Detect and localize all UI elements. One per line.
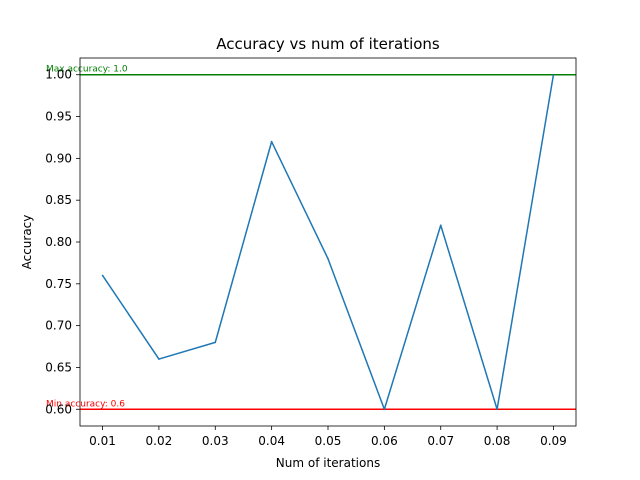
plot-area: Max accuracy: 1.0 Min accuracy: 0.6 0.01 0.… <box>45 57 577 448</box>
y-axis-title: Accuracy <box>20 215 34 270</box>
data-point-0-4 <box>327 257 329 260</box>
x-tick-label-2: 0.03 <box>202 434 229 448</box>
x-tick-label-3: 0.04 <box>258 434 285 448</box>
data-point-0-1 <box>158 358 160 360</box>
data-point-0-8 <box>552 73 555 76</box>
y-tick-label-0: 0.60 <box>45 402 72 416</box>
axes-frame <box>79 57 577 427</box>
x-tick-label-0: 0.01 <box>89 434 116 448</box>
chart-title: Accuracy vs num of iterations <box>216 35 440 53</box>
y-tick-label-1: 0.65 <box>45 360 72 374</box>
reference-line-label-0: Max accuracy: 1.0 <box>46 65 128 75</box>
reference-line-label-1: Min accuracy: 0.6 <box>46 399 125 409</box>
data-point-0-0 <box>101 274 104 277</box>
y-tick-label-3: 0.75 <box>45 277 72 291</box>
y-tick-label-7: 0.95 <box>45 110 72 124</box>
y-tick-label-6: 0.90 <box>45 151 72 165</box>
y-tick-label-5: 0.85 <box>45 193 72 207</box>
x-tick-label-8: 0.09 <box>540 434 567 448</box>
x-axis-title: Num of iterations <box>276 456 380 470</box>
data-point-0-5 <box>383 408 386 411</box>
y-tick-label-4: 0.80 <box>45 235 72 249</box>
data-point-0-6 <box>439 224 442 227</box>
y-tick-label-2: 0.70 <box>45 319 72 333</box>
data-point-0-2 <box>214 341 217 344</box>
data-point-0-3 <box>270 140 273 143</box>
x-tick-label-4: 0.05 <box>315 434 342 448</box>
data-point-0-7 <box>496 408 498 411</box>
x-tick-label-6: 0.07 <box>427 434 454 448</box>
x-tick-label-7: 0.08 <box>484 434 511 448</box>
x-tick-label-1: 0.02 <box>146 434 173 448</box>
y-tick-label-8: 1.00 <box>45 68 72 82</box>
x-tick-label-5: 0.06 <box>371 434 398 448</box>
